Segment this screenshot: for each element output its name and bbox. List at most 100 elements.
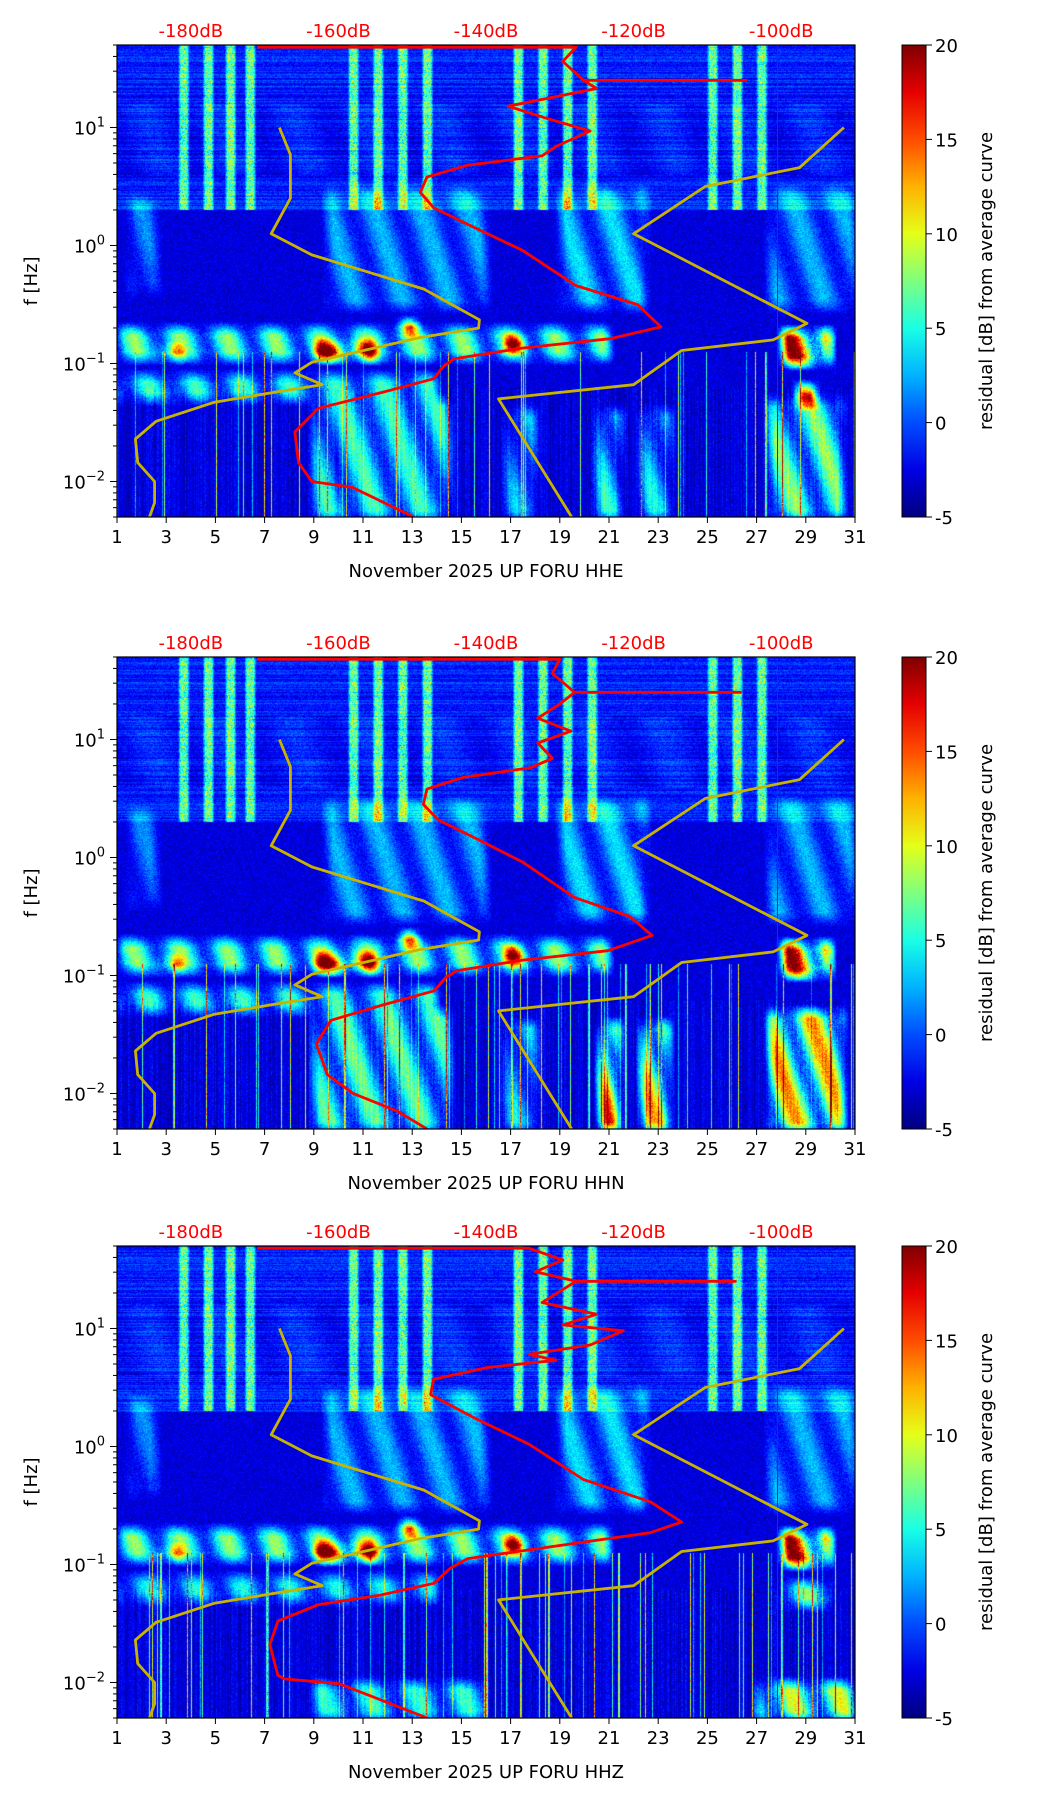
top-db-label: -160dB <box>306 21 371 42</box>
top-db-label: -160dB <box>306 1222 371 1243</box>
x-tick-label: 17 <box>499 527 522 548</box>
y-tick-base: 10 <box>63 354 86 375</box>
x-tick-label: 19 <box>548 527 571 548</box>
x-tick-label: 13 <box>401 527 424 548</box>
top-db-label: -100dB <box>749 633 814 654</box>
colorbar-tick-label: 0 <box>935 1615 946 1636</box>
y-tick-base: 10 <box>74 1437 97 1458</box>
x-tick-label: 13 <box>401 1139 424 1160</box>
colorbar-tick-label: 10 <box>935 225 958 246</box>
plot-frame <box>116 44 856 518</box>
x-axis-label: November 2025 UP FORU HHN <box>347 1173 624 1194</box>
spectrogram-heatmap <box>117 45 855 517</box>
x-tick-label: 25 <box>696 1139 719 1160</box>
x-tick-label: 5 <box>210 1139 221 1160</box>
x-tick-label: 21 <box>598 1139 621 1160</box>
plot-frame <box>116 656 856 1130</box>
y-tick-base: 10 <box>74 236 97 257</box>
x-tick-label: 25 <box>696 1728 719 1749</box>
y-tick-label: 101 <box>74 727 105 751</box>
colorbar-tick-label: 20 <box>935 1237 958 1258</box>
colorbar-tick-label: 15 <box>935 742 958 763</box>
y-axis-label: f [Hz] <box>21 256 42 305</box>
y-tick-label: 10−2 <box>63 1081 105 1105</box>
x-tick-label: 17 <box>499 1728 522 1749</box>
x-tick-label: 7 <box>259 1139 270 1160</box>
x-tick-label: 15 <box>450 1728 473 1749</box>
colorbar-tick-label: 10 <box>935 1426 958 1447</box>
x-tick-label: 11 <box>352 1139 375 1160</box>
colorbar-tick-label: -5 <box>935 508 953 529</box>
x-axis-label: November 2025 UP FORU HHE <box>348 561 623 582</box>
y-tick-label: 10−1 <box>63 963 105 987</box>
top-db-label: -140dB <box>454 1222 519 1243</box>
x-tick-label: 31 <box>844 1728 867 1749</box>
x-tick-label: 27 <box>745 527 768 548</box>
average-curve <box>257 1246 737 1718</box>
x-tick-label: 7 <box>259 1728 270 1749</box>
y-tick-label: 10−2 <box>63 469 105 493</box>
colorbar <box>901 44 927 518</box>
colorbar <box>901 1245 927 1719</box>
y-tick-exponent: 1 <box>97 115 105 130</box>
colorbar-tick-label: 20 <box>935 648 958 669</box>
x-tick-label: 17 <box>499 1139 522 1160</box>
x-tick-label: 29 <box>794 1139 817 1160</box>
low-noise-model-curve <box>133 738 481 1129</box>
colorbar-tick-label: -5 <box>935 1709 953 1730</box>
x-tick-label: 9 <box>308 527 319 548</box>
high-noise-model-curve <box>497 1327 845 1718</box>
x-tick-label: 5 <box>210 527 221 548</box>
top-db-label: -120dB <box>601 21 666 42</box>
y-tick-base: 10 <box>74 118 97 139</box>
y-tick-base: 10 <box>63 1555 86 1576</box>
colorbar-tick-label: 0 <box>935 414 946 435</box>
y-tick-exponent: −2 <box>86 1670 105 1685</box>
low-noise-model-curve <box>133 1327 481 1718</box>
top-db-label: -180dB <box>158 633 223 654</box>
colorbar-tick-label: 5 <box>935 931 946 952</box>
colorbar-tick-label: 15 <box>935 1331 958 1352</box>
top-db-label: -120dB <box>601 633 666 654</box>
y-tick-exponent: 0 <box>97 845 105 860</box>
x-tick-label: 23 <box>647 527 670 548</box>
low-noise-model-curve <box>133 126 481 517</box>
colorbar-tick-label: 5 <box>935 1520 946 1541</box>
average-curve <box>257 45 748 517</box>
x-tick-label: 25 <box>696 527 719 548</box>
colorbar-tick-label: 15 <box>935 130 958 151</box>
y-tick-base: 10 <box>74 1319 97 1340</box>
y-tick-base: 10 <box>74 730 97 751</box>
y-tick-label: 101 <box>74 115 105 139</box>
y-tick-exponent: −1 <box>86 351 105 366</box>
top-db-label: -100dB <box>749 21 814 42</box>
colorbar-label: residual [dB] from average curve <box>976 744 997 1042</box>
top-db-label: -120dB <box>601 1222 666 1243</box>
x-tick-label: 29 <box>794 1728 817 1749</box>
top-db-label: -140dB <box>454 633 519 654</box>
x-tick-label: 15 <box>450 1139 473 1160</box>
top-db-label: -180dB <box>158 1222 223 1243</box>
x-tick-label: 29 <box>794 527 817 548</box>
x-tick-label: 19 <box>548 1139 571 1160</box>
colorbar-tick-label: -5 <box>935 1120 953 1141</box>
spectrogram-heatmap <box>117 1246 855 1718</box>
y-tick-exponent: 0 <box>97 1434 105 1449</box>
x-tick-label: 11 <box>352 527 375 548</box>
y-tick-label: 100 <box>74 845 105 869</box>
y-tick-exponent: 0 <box>97 233 105 248</box>
y-tick-label: 101 <box>74 1316 105 1340</box>
x-tick-label: 13 <box>401 1728 424 1749</box>
x-tick-label: 23 <box>647 1728 670 1749</box>
x-tick-label: 21 <box>598 1728 621 1749</box>
y-tick-base: 10 <box>63 966 86 987</box>
x-tick-label: 23 <box>647 1139 670 1160</box>
x-tick-label: 7 <box>259 527 270 548</box>
colorbar <box>901 656 927 1130</box>
x-tick-label: 31 <box>844 1139 867 1160</box>
colorbar-tick-label: 5 <box>935 319 946 340</box>
y-tick-base: 10 <box>63 1673 86 1694</box>
